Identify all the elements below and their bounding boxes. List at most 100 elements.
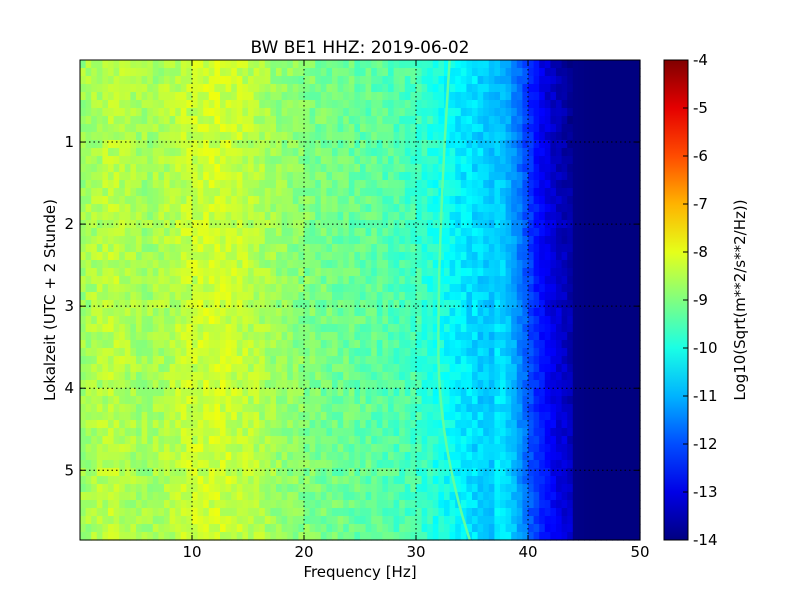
heatmap-cell: [483, 76, 490, 85]
heatmap-cell: [612, 252, 619, 261]
heatmap-cell: [141, 236, 148, 245]
heatmap-cell: [141, 404, 148, 413]
heatmap-cell: [208, 436, 215, 445]
heatmap-cell: [472, 244, 479, 253]
heatmap-cell: [500, 276, 507, 285]
heatmap-cell: [472, 84, 479, 93]
heatmap-cell: [119, 156, 126, 165]
heatmap-cell: [136, 340, 143, 349]
heatmap-cell: [455, 148, 462, 157]
heatmap-cell: [147, 92, 154, 101]
heatmap-cell: [259, 300, 266, 309]
heatmap-cell: [606, 180, 613, 189]
heatmap-cell: [80, 260, 87, 269]
heatmap-cell: [96, 332, 103, 341]
heatmap-cell: [483, 356, 490, 365]
heatmap-cell: [399, 284, 406, 293]
heatmap-cell: [460, 164, 467, 173]
heatmap-cell: [628, 76, 635, 85]
heatmap-cell: [460, 420, 467, 429]
heatmap-cell: [466, 148, 473, 157]
heatmap-cell: [130, 260, 137, 269]
heatmap-cell: [141, 180, 148, 189]
heatmap-cell: [164, 100, 171, 109]
heatmap-cell: [141, 124, 148, 133]
heatmap-cell: [617, 252, 624, 261]
heatmap-cell: [612, 212, 619, 221]
heatmap-cell: [438, 92, 445, 101]
heatmap-cell: [550, 380, 557, 389]
heatmap-cell: [264, 156, 271, 165]
heatmap-cell: [332, 372, 339, 381]
heatmap-cell: [556, 420, 563, 429]
heatmap-cell: [276, 92, 283, 101]
heatmap-cell: [460, 132, 467, 141]
heatmap-cell: [522, 156, 529, 165]
heatmap-cell: [175, 324, 182, 333]
heatmap-cell: [119, 364, 126, 373]
heatmap-cell: [102, 316, 109, 325]
heatmap-cell: [119, 292, 126, 301]
heatmap-cell: [343, 340, 350, 349]
heatmap-cell: [550, 268, 557, 277]
heatmap-cell: [248, 60, 255, 69]
heatmap-cell: [505, 188, 512, 197]
heatmap-cell: [197, 316, 204, 325]
heatmap-cell: [612, 156, 619, 165]
heatmap-cell: [567, 148, 574, 157]
heatmap-cell: [612, 132, 619, 141]
heatmap-cell: [449, 444, 456, 453]
heatmap-cell: [102, 212, 109, 221]
heatmap-cell: [130, 212, 137, 221]
heatmap-cell: [589, 444, 596, 453]
heatmap-cell: [628, 196, 635, 205]
heatmap-cell: [427, 260, 434, 269]
heatmap-cell: [304, 164, 311, 173]
heatmap-cell: [421, 308, 428, 317]
heatmap-cell: [248, 228, 255, 237]
heatmap-cell: [399, 364, 406, 373]
heatmap-cell: [393, 428, 400, 437]
heatmap-cell: [449, 164, 456, 173]
heatmap-cell: [264, 100, 271, 109]
heatmap-cell: [477, 292, 484, 301]
heatmap-cell: [113, 84, 120, 93]
heatmap-cell: [393, 220, 400, 229]
heatmap-cell: [248, 172, 255, 181]
heatmap-cell: [164, 236, 171, 245]
heatmap-cell: [365, 148, 372, 157]
heatmap-cell: [634, 92, 641, 101]
heatmap-cell: [556, 276, 563, 285]
heatmap-cell: [281, 220, 288, 229]
heatmap-cell: [298, 324, 305, 333]
heatmap-cell: [91, 164, 98, 173]
heatmap-cell: [511, 212, 518, 221]
heatmap-cell: [449, 156, 456, 165]
heatmap-cell: [421, 428, 428, 437]
heatmap-cell: [617, 204, 624, 213]
heatmap-cell: [500, 172, 507, 181]
heatmap-cell: [528, 188, 535, 197]
heatmap-cell: [192, 108, 199, 117]
heatmap-cell: [511, 396, 518, 405]
heatmap-cell: [438, 356, 445, 365]
heatmap-cell: [96, 308, 103, 317]
heatmap-cell: [578, 228, 585, 237]
heatmap-cell: [192, 84, 199, 93]
heatmap-cell: [421, 252, 428, 261]
heatmap-cell: [376, 188, 383, 197]
heatmap-cell: [477, 396, 484, 405]
heatmap-cell: [634, 260, 641, 269]
heatmap-cell: [460, 388, 467, 397]
heatmap-cell: [242, 220, 249, 229]
heatmap-cell: [528, 316, 535, 325]
heatmap-cell: [455, 212, 462, 221]
heatmap-cell: [404, 60, 411, 69]
heatmap-cell: [124, 396, 131, 405]
heatmap-cell: [455, 444, 462, 453]
heatmap-cell: [500, 380, 507, 389]
heatmap-cell: [130, 68, 137, 77]
heatmap-cell: [382, 340, 389, 349]
heatmap-cell: [315, 76, 322, 85]
heatmap-cell: [472, 316, 479, 325]
